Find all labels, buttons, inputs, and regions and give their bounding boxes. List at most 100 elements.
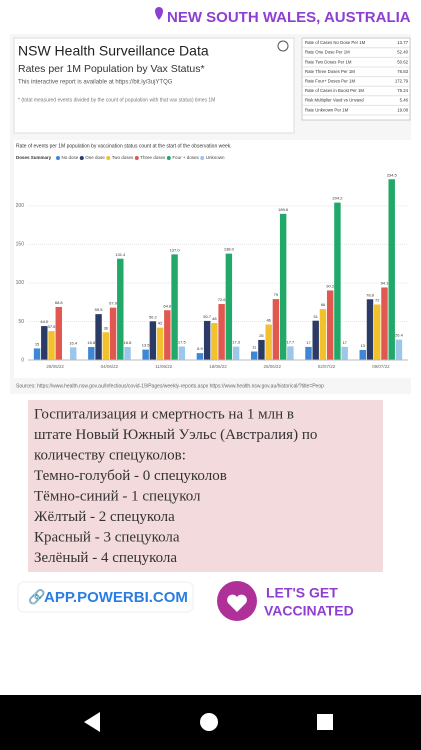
bar (203, 320, 211, 360)
caption-line: Темно-голубой - 0 спецуколов (34, 468, 227, 484)
report-subtitle: Rates per 1M Population by Vax Status* (18, 63, 205, 75)
y-tick-label: 150 (16, 242, 25, 248)
data-label: 79 (274, 292, 279, 297)
bar (395, 339, 403, 360)
table-label: Rate Four+ Doses Per 1M (305, 79, 355, 84)
bar (48, 331, 55, 360)
bar (334, 202, 341, 360)
bar (196, 353, 204, 360)
legend-swatch (56, 156, 60, 160)
data-label: 17 (342, 340, 347, 345)
data-label: 204.2 (332, 196, 343, 201)
back-button[interactable] (84, 712, 100, 732)
bar (279, 213, 287, 360)
data-label: 94.1 (381, 281, 390, 286)
data-label: 137.0 (170, 247, 181, 252)
data-label: 16.8 (87, 340, 96, 345)
table-label: Rate Unknown Per 1M (305, 107, 349, 112)
caption-box (28, 400, 383, 572)
table-label: Rate of Cases No Dose Per 1M (305, 40, 366, 45)
data-label: 51 (313, 314, 318, 319)
x-tick-label: 28/05/22 (46, 364, 64, 369)
chart-title: Rate of events per 1M population by vacc… (16, 143, 232, 149)
caption-line: Жёлтый - 2 спецукола (34, 509, 175, 525)
caption-line: Зелёный - 4 спецукола (34, 550, 177, 566)
bar (388, 179, 395, 360)
link[interactable]: APP.POWERBI.COM (44, 589, 188, 606)
report-title: NSW Health Surveillance Data (18, 43, 209, 59)
table-value: 52.40 (397, 50, 408, 55)
table-value: 75.24 (397, 88, 408, 93)
table-label: Rate Three Doses Per 1M (305, 69, 355, 74)
data-label: 138.0 (224, 247, 235, 252)
bar (164, 310, 171, 360)
legend-label: Three doses (140, 155, 166, 160)
table-value: 13.77 (397, 40, 408, 45)
legend-swatch (200, 156, 205, 160)
data-label: 64.6 (163, 303, 172, 308)
bar (88, 347, 95, 360)
data-label: 17.3 (232, 340, 241, 345)
legend-swatch (79, 156, 84, 160)
data-label: 13.5 (142, 343, 151, 348)
data-label: 26.4 (395, 333, 404, 338)
bar (374, 304, 381, 360)
bar (55, 306, 62, 360)
data-label: 17.7 (286, 339, 295, 344)
legend-label: Four + doses (172, 155, 199, 160)
data-label: 90.2 (326, 284, 335, 289)
data-label: 16.4 (69, 340, 78, 345)
legend-label: No dose (62, 155, 79, 160)
home-button[interactable] (200, 713, 218, 731)
badge-heart (227, 594, 247, 612)
table-value: 19.08 (397, 107, 408, 112)
legend-title: Doses Summary (16, 155, 52, 160)
table (301, 37, 411, 121)
legend-label: One dose (85, 155, 105, 160)
bar (225, 253, 233, 360)
data-label: 15 (35, 342, 40, 347)
data-label: 48 (212, 316, 217, 321)
table-label: Rate Two Doses Per 1M (305, 59, 352, 64)
location: NEW SOUTH WALES, AUSTRALIA (167, 9, 411, 26)
link-pill[interactable] (17, 581, 194, 613)
bar (124, 347, 131, 360)
bar (156, 327, 164, 360)
report-link: This interactive report is available at … (18, 80, 173, 86)
bar (95, 314, 102, 360)
x-tick-label: 18/06/22 (209, 364, 227, 369)
badge-line: LET'S GET (266, 585, 338, 601)
bar (70, 347, 77, 360)
bar (265, 324, 272, 360)
data-label: 17 (306, 340, 311, 345)
data-label: 72 (375, 298, 380, 303)
data-label: 234.5 (387, 172, 398, 177)
legend-swatch (166, 156, 171, 160)
x-tick-label: 04/06/22 (101, 364, 119, 369)
bar (287, 346, 294, 360)
x-tick-label: 09/07/22 (372, 364, 390, 369)
data-label: 189.6 (278, 207, 289, 212)
pin-icon (155, 7, 163, 20)
bar (211, 323, 218, 360)
bar (312, 320, 319, 360)
sources: Sources: https://www.health.nsw.gov.au/I… (16, 383, 324, 389)
bar (178, 346, 186, 360)
y-tick-label: 0 (21, 357, 24, 363)
caption-line: Тёмно-синий - 1 спецукол (34, 488, 201, 504)
data-label: 59.5 (95, 307, 104, 312)
recent-button[interactable] (317, 714, 333, 730)
bar (272, 299, 280, 360)
bar (258, 339, 265, 360)
table-value: 50.62 (397, 59, 408, 64)
caption-line: Красный - 3 спецукола (34, 529, 180, 545)
bar (305, 346, 312, 360)
table-value: 76.83 (397, 69, 408, 74)
report-header (13, 37, 295, 134)
data-label: 17.5 (178, 340, 187, 345)
data-label: 78.8 (366, 292, 375, 297)
table-label: Rate of Cases in Boost Per 1M (305, 88, 364, 93)
info-icon (277, 40, 289, 52)
bar (102, 332, 110, 360)
